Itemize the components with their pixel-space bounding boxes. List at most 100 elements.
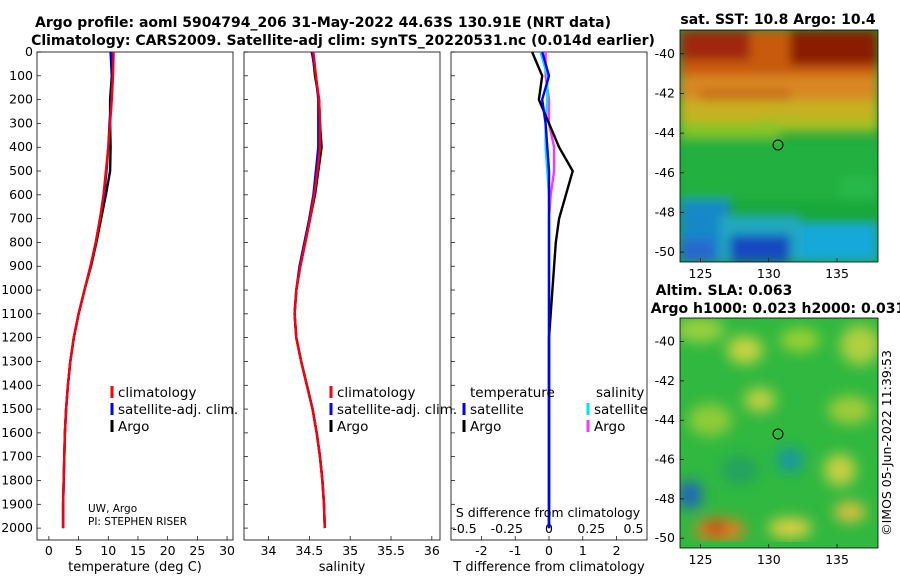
diff-legend: temperature salinity satellite Argo sate… [462,385,648,435]
temp-xlabel: temperature (deg C) [68,560,202,575]
sal-legend-climatology: climatology [337,385,415,401]
series-line-temperature-satellite [541,51,551,529]
sst-map-title: sat. SST: 10.8 Argo: 10.4 [680,12,876,28]
sla-argo-marker [772,428,784,440]
x-tick-label: 34 [261,543,277,558]
x-tick-label: 0 [545,543,553,558]
diff-legend-sal-title: salinity [596,385,644,401]
depth-tick-label: 1700 [1,449,33,464]
sal-legend: climatology satellite-adj. clim. Argo [329,385,457,435]
sst-map-axes: 125 130 135 -40 -42 -44 -46 -48 -50 [655,46,849,281]
sal-profile-lines [293,51,326,529]
x-tick-label: 35.5 [377,543,405,558]
map-x-tick-label: 125 [689,266,713,281]
figure-title-line1: Argo profile: aoml 5904794_206 31-May-20… [35,15,611,31]
depth-tick-label: 700 [9,211,33,226]
x-tick-label: 30 [219,543,235,558]
depth-tick-label: 1400 [1,377,33,392]
map-y-tick-label: -48 [655,491,675,506]
s-tick-label: 0 [545,521,553,536]
imos-stamp: ©IMOS 05-Jun-2022 11:39:53 [879,350,894,536]
figure-title-line2: Climatology: CARS2009. Satellite-adj cli… [31,33,655,49]
x-tick-label: -2 [475,543,487,558]
x-tick-label: 36 [424,543,440,558]
x-tick-label: 15 [130,543,146,558]
s-tick-label: 0.5 [624,521,644,536]
s-tick-label: -0.5 [452,521,476,536]
x-tick-label: 2 [613,543,621,558]
map-x-tick-label: 125 [689,552,713,567]
depth-tick-label: 1500 [1,401,33,416]
map-y-tick-label: -40 [655,46,675,61]
depth-tick-label: 1300 [1,353,33,368]
sla-map-field [680,318,878,548]
map-y-tick-label: -44 [655,412,675,427]
diff-legend-temp-title: temperature [470,385,555,401]
map-y-tick-label: -46 [655,452,675,467]
sst-map-field [680,30,878,262]
sal-xlabel: salinity [319,560,366,575]
temp-note-pi: PI: STEPHEN RISER [88,516,187,528]
depth-tick-label: 0 [25,44,33,59]
diff-legend-s-sat: satellite [594,402,648,418]
x-tick-label: 10 [100,543,116,558]
depth-tick-label: 100 [9,68,33,83]
map-x-tick-label: 130 [757,552,781,567]
sal-panel-frame [243,51,441,541]
depth-tick-label: 1100 [1,306,33,321]
depth-tick-label: 500 [9,163,33,178]
temp-profile-lines [61,51,115,529]
map-x-tick-label: 135 [825,266,849,281]
map-y-tick-label: -44 [655,125,675,140]
temp-legend-satellite: satellite-adj. clim. [118,402,238,418]
map-y-tick-label: -48 [655,204,675,219]
diff-x-axis: -2 -1 0 1 2 [475,536,621,558]
sal-x-axis: 34 34.5 35 35.5 36 [261,536,440,558]
map-y-tick-label: -50 [655,530,675,545]
sla-map-frame [679,317,879,549]
sst-argo-marker [772,139,784,151]
depth-tick-label: 300 [9,115,33,130]
temp-x-axis: 0 5 10 15 20 25 30 [45,536,235,558]
map-x-tick-label: 130 [757,266,781,281]
depth-tick-label: 1200 [1,330,33,345]
sal-legend-satellite: satellite-adj. clim. [337,402,457,418]
depth-tick-label: 1900 [1,496,33,511]
sla-map-axes: 125 130 135 -40 -42 -44 -46 -48 -50 [655,334,849,567]
s-tick-label: -0.25 [491,521,523,536]
map-y-tick-label: -46 [655,165,675,180]
series-line-climatology [61,51,115,529]
depth-tick-label: 2000 [1,520,33,535]
depth-tick-label: 800 [9,234,33,249]
map-y-tick-label: -50 [655,244,675,259]
diff-xlabel: T difference from climatology [452,560,645,575]
temp-panel-frame [36,51,234,541]
diff-profile-lines [530,51,574,529]
sla-map-title2: Argo h1000: 0.023 h2000: 0.031 [651,301,900,317]
diff-top-label: S difference from climatology [456,505,641,520]
temp-legend-argo: Argo [118,419,149,435]
depth-tick-label: 900 [9,258,33,273]
x-tick-label: 1 [579,543,587,558]
depth-axis: 0 100 200 300 400 500 600 700 800 900 1000 1100 1200… [1,44,455,535]
map-x-tick-label: 135 [825,552,849,567]
x-tick-label: 35 [342,543,358,558]
depth-tick-label: 1000 [1,282,33,297]
sst-map-frame [679,29,879,263]
sal-legend-argo: Argo [337,419,368,435]
diff-s-axis: -0.5 -0.25 0 0.25 0.5 [452,521,643,536]
x-tick-label: 25 [189,543,205,558]
depth-tick-label: 600 [9,187,33,202]
depth-tick-label: 1800 [1,472,33,487]
diff-legend-t-argo: Argo [470,419,501,435]
temp-legend-climatology: climatology [118,385,196,401]
temp-note-uw: UW, Argo [88,503,137,515]
map-y-tick-label: -42 [655,373,675,388]
s-tick-label: 0.25 [577,521,605,536]
map-y-tick-label: -42 [655,85,675,100]
x-tick-label: 20 [160,543,176,558]
diff-legend-s-argo: Argo [594,419,625,435]
depth-tick-label: 400 [9,139,33,154]
temp-legend: climatology satellite-adj. clim. Argo [110,385,238,435]
